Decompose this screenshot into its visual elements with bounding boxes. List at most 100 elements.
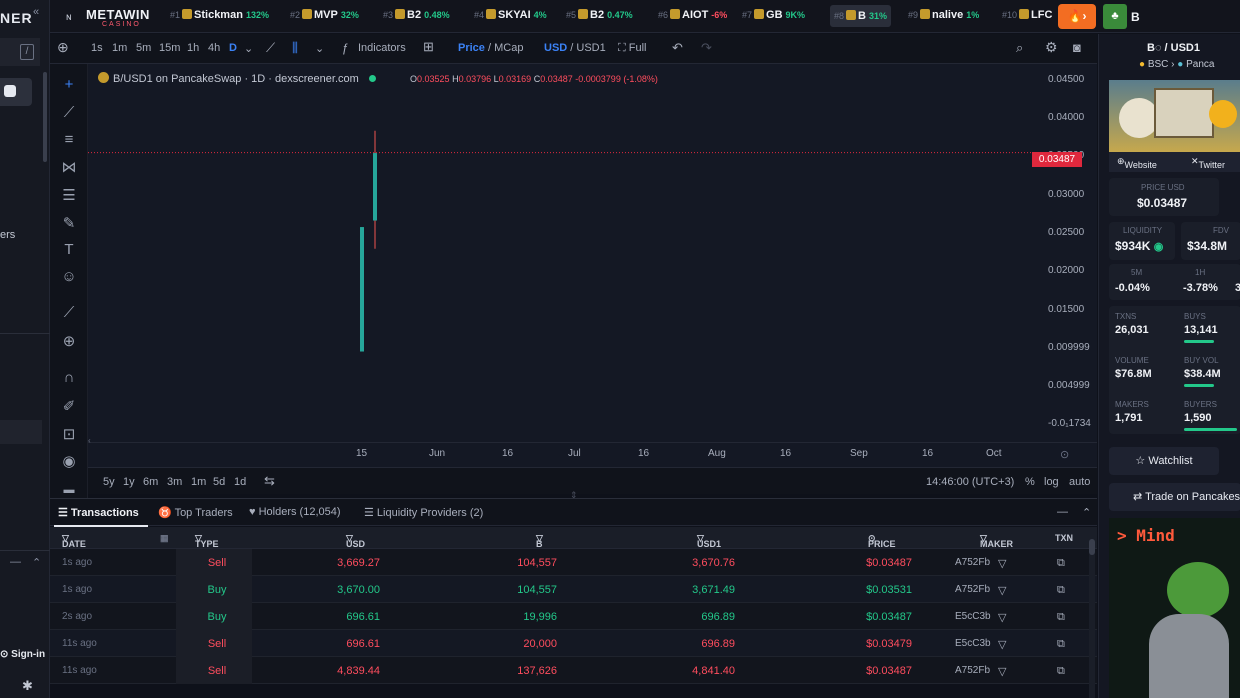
screenshot-icon[interactable]: ◙	[1073, 40, 1081, 55]
cell-maker[interactable]: A752Fb	[955, 665, 991, 676]
undo-icon[interactable]: ↶	[672, 40, 683, 55]
indicators-button[interactable]: Indicators	[358, 42, 406, 54]
expand-panel-icon[interactable]: ⌃	[1082, 507, 1092, 519]
pencil-lock-icon[interactable]: ✐	[62, 398, 76, 415]
price-option[interactable]: Price	[458, 42, 485, 54]
dex-name[interactable]: Panca	[1186, 59, 1215, 70]
cell-maker[interactable]: E5cC3b	[955, 638, 991, 649]
token-avatar[interactable]: ♣	[1103, 4, 1127, 29]
trending-fire-button[interactable]: 🔥›	[1058, 4, 1096, 29]
tab-transactions[interactable]: ☰ Transactions	[58, 507, 139, 519]
range-5y[interactable]: 5y	[103, 476, 115, 488]
external-link-icon[interactable]: ⧉	[1057, 584, 1065, 596]
timeframe-15m[interactable]: 15m	[159, 42, 181, 54]
col-b[interactable]: B ▽	[536, 533, 543, 549]
emoji-icon[interactable]: ☺	[61, 268, 77, 285]
external-link-icon[interactable]: ⧉	[1057, 665, 1065, 677]
date-range-icon[interactable]: ⇆	[264, 473, 275, 488]
tab-holders[interactable]: ♥ Holders (12,054)	[249, 506, 341, 518]
timeframe-1s[interactable]: 1s	[91, 42, 103, 54]
table-row[interactable]: 11s ago Sell 696.61 20,000 696.89 $0.03479 E5c…	[50, 630, 1097, 657]
filter-icon[interactable]: ▽	[998, 585, 1007, 597]
range-1y[interactable]: 1y	[123, 476, 135, 488]
minimize-icon[interactable]: —	[10, 556, 21, 568]
currency-toggle[interactable]: USD / USD1	[544, 42, 606, 54]
sidebar-scrollbar[interactable]	[43, 72, 47, 162]
h6-value[interactable]: 3	[1235, 282, 1240, 294]
auto-toggle[interactable]: auto	[1069, 476, 1091, 488]
clock-readout[interactable]: 14:46:00 (UTC+3)	[926, 476, 1015, 488]
ticker-item[interactable]: #2 MVP 32%	[290, 9, 359, 25]
candles-icon[interactable]: ⫼	[292, 40, 298, 55]
ticker-item[interactable]: #4 SKYAI 4%	[474, 9, 547, 25]
col-type[interactable]: TYPE ▽	[195, 533, 219, 549]
fullscreen-button[interactable]: ⛶ Full	[618, 42, 647, 54]
trade-button[interactable]: ⇄ Trade on Pancakeswap	[1109, 483, 1240, 511]
col-maker[interactable]: MAKER ▽	[980, 533, 1013, 549]
zoom-in-icon[interactable]: ⊕	[62, 333, 76, 350]
watchlist-button[interactable]: ☆ Watchlist	[1109, 447, 1219, 475]
fib-icon[interactable]: ☰	[62, 187, 76, 204]
filter-icon[interactable]: ▽	[998, 612, 1007, 624]
sidebar-item[interactable]	[0, 420, 42, 444]
chain-name[interactable]: BSC	[1147, 59, 1169, 70]
usd1-option[interactable]: USD1	[576, 42, 606, 54]
brush-icon[interactable]: ✎	[62, 215, 76, 232]
ad-banner[interactable]: > Mind	[1109, 518, 1240, 698]
redo-icon[interactable]: ↷	[701, 40, 712, 55]
website-link[interactable]: ⊕ Website	[1117, 156, 1157, 170]
filter-icon[interactable]: ▽	[998, 558, 1007, 570]
grid-icon[interactable]: ⊞	[423, 39, 434, 54]
ticker-item[interactable]: #9 nalive 1%	[908, 9, 979, 25]
timeframe-4h[interactable]: 4h	[208, 42, 221, 54]
ticker-item[interactable]: #10 LFC	[1002, 9, 1055, 25]
timeframe-d[interactable]: D	[229, 42, 237, 54]
external-link-icon[interactable]: ⧉	[1057, 611, 1065, 623]
m5-value[interactable]: -0.04%	[1115, 282, 1150, 294]
chart-settings-icon[interactable]: ⚙	[1045, 39, 1058, 55]
filter-icon[interactable]: ▽	[998, 666, 1007, 678]
col-price[interactable]: PRICE ⊙	[868, 533, 896, 549]
crosshair-icon[interactable]: +	[64, 76, 74, 93]
usd-option[interactable]: USD	[544, 42, 568, 54]
ticker-item[interactable]: #8 B 31%	[830, 5, 891, 27]
table-scrollbar[interactable]	[1089, 533, 1095, 698]
price-mcap-toggle[interactable]: Price / MCap	[458, 42, 524, 54]
ticker-item[interactable]: #7 GB 9K%	[742, 9, 805, 25]
chevron-up-icon[interactable]: ⌃	[32, 557, 42, 569]
range-6m[interactable]: 6m	[143, 476, 159, 488]
col-txn[interactable]: TXN	[1055, 533, 1073, 543]
trend-line-icon[interactable]: ⟋	[63, 104, 75, 121]
mcap-option[interactable]: MCap	[494, 42, 524, 54]
sidebar-search[interactable]: /	[0, 38, 40, 66]
resize-handle-icon[interactable]: ⇕	[570, 490, 578, 500]
percent-toggle[interactable]: %	[1025, 476, 1035, 488]
eye-icon[interactable]: ◉	[62, 453, 76, 470]
col-date[interactable]: DATE ▽	[62, 533, 86, 549]
ticker-item[interactable]: #5 B2 0.47%	[566, 9, 633, 25]
external-link-icon[interactable]: ⧉	[1057, 557, 1065, 569]
table-row[interactable]: 1s ago Buy 3,670.00 104,557 3,671.49 $0.03531…	[50, 576, 1097, 603]
table-row[interactable]: 1s ago Sell 3,669.27 104,557 3,670.76 $0.0348…	[50, 549, 1097, 576]
range-3m[interactable]: 3m	[167, 476, 183, 488]
external-link-icon[interactable]: ⧉	[1057, 638, 1065, 650]
range-5d[interactable]: 5d	[213, 476, 226, 488]
sidebar-item-label[interactable]: ers	[0, 229, 16, 241]
ticker-item[interactable]: #1 Stickman 132%	[170, 9, 269, 25]
price-chart[interactable]: B/USD1 on PancakeSwap · 1D · dexscreener…	[88, 64, 1097, 494]
scroll-thumb[interactable]	[1089, 539, 1095, 555]
calendar-icon[interactable]: ▦	[160, 533, 169, 543]
range-1d[interactable]: 1d	[234, 476, 247, 488]
collapse-icon[interactable]: «	[33, 6, 40, 18]
pitchfork-icon[interactable]: ⋈	[61, 159, 77, 176]
timeframe-1h[interactable]: 1h	[187, 42, 200, 54]
cell-maker[interactable]: A752Fb	[955, 584, 991, 595]
timeframe-5m[interactable]: 5m	[136, 42, 152, 54]
sign-in-link[interactable]: ⊙ Sign-in	[0, 649, 46, 660]
h1-value[interactable]: -3.78%	[1183, 282, 1218, 294]
ticker-item[interactable]: #6 AIOT -6%	[658, 9, 727, 25]
text-icon[interactable]: T	[64, 241, 74, 258]
tab-liquidity[interactable]: ☰ Liquidity Providers (2)	[364, 507, 484, 519]
log-toggle[interactable]: log	[1044, 476, 1059, 488]
twitter-link[interactable]: ✕ Twitter	[1191, 156, 1226, 170]
